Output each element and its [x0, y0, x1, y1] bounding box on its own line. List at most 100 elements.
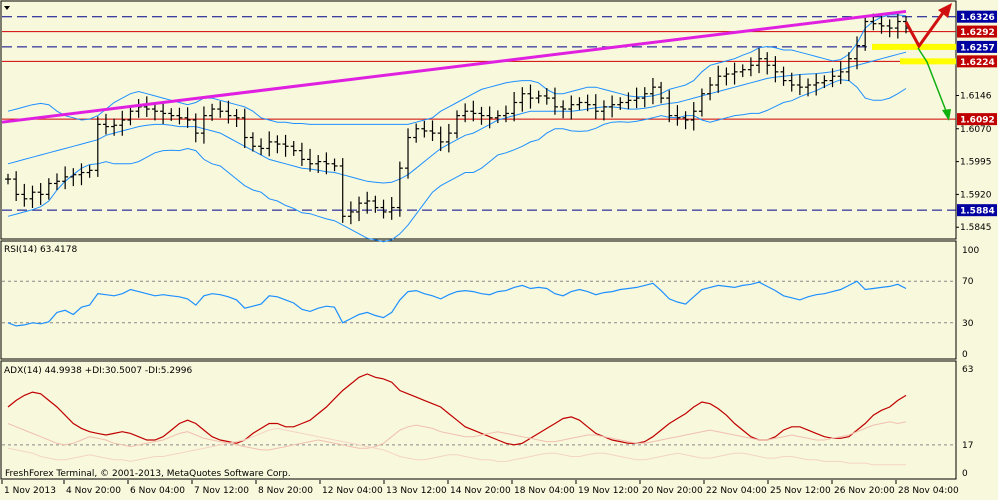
price-bar	[445, 123, 452, 153]
price-bar	[780, 66, 787, 86]
price-bar	[356, 196, 363, 222]
price-bar	[331, 158, 338, 172]
price-bar	[519, 87, 526, 112]
x-tick-label: 14 Nov 20:00	[450, 486, 511, 496]
adx-series-di	[7, 421, 907, 451]
price-bar	[731, 62, 738, 85]
rsi-line	[7, 280, 907, 327]
price-bar	[527, 84, 534, 109]
price-bar	[829, 68, 836, 88]
price-bar	[160, 102, 167, 124]
rsi-tick-label: 0	[962, 350, 968, 360]
price-bar	[282, 134, 289, 157]
price-bar	[535, 90, 542, 104]
price-bar	[168, 108, 175, 121]
price-bar	[396, 161, 403, 217]
x-tick-label: 28 Nov 04:00	[898, 486, 959, 496]
price-bar	[788, 72, 795, 92]
resistance-highlight	[900, 58, 956, 65]
x-tick-label: 19 Nov 12:00	[578, 486, 639, 496]
price-bar	[274, 135, 281, 154]
price-bar	[511, 91, 518, 122]
chevron-down-icon[interactable]	[4, 6, 10, 10]
adx-series-adx	[7, 373, 907, 446]
price-tag-label: 1.6257	[960, 43, 995, 53]
price-bar	[658, 81, 665, 104]
price-bar	[119, 110, 126, 136]
x-tick-label: 6 Nov 04:00	[130, 486, 185, 496]
rsi-tick-label: 70	[962, 277, 974, 287]
price-bar	[5, 173, 11, 185]
price-bar	[739, 64, 746, 78]
price-bar	[62, 166, 69, 190]
price-bar	[111, 118, 118, 136]
price-tag-label: 1.6224	[960, 58, 995, 68]
price-bar	[576, 97, 583, 110]
price-bar	[756, 48, 763, 74]
price-tag-bg	[957, 204, 997, 217]
price-bar	[78, 163, 85, 186]
price-bar	[70, 168, 77, 187]
copyright-text: FreshForex Terminal, © 2001-2013, MetaQu…	[5, 469, 291, 479]
price-bar	[592, 94, 599, 120]
price-bar	[290, 141, 297, 156]
price-bar	[805, 78, 812, 97]
bollinger-lower-line	[7, 79, 907, 243]
price-bar	[437, 126, 444, 152]
price-bar	[13, 171, 20, 201]
price-tag-label: 1.6292	[960, 28, 995, 38]
price-tag-label: 1.5884	[960, 207, 995, 217]
price-bar	[862, 16, 869, 51]
x-tick-label: 22 Nov 04:00	[706, 486, 767, 496]
price-tag-label: 1.6092	[960, 116, 995, 126]
adx-series-di	[7, 427, 906, 466]
x-tick-label: 25 Nov 12:00	[770, 486, 831, 496]
price-bar	[551, 87, 558, 115]
price-bar	[617, 97, 624, 110]
price-bar	[600, 100, 607, 121]
price-bar	[625, 92, 632, 110]
price-bar	[854, 36, 861, 70]
price-bar	[258, 138, 265, 156]
x-tick-label: 18 Nov 04:00	[514, 486, 575, 496]
price-bar	[486, 106, 493, 129]
price-bar	[405, 128, 412, 179]
price-bar	[339, 158, 346, 223]
price-bar	[462, 103, 469, 123]
x-tick-label: 13 Nov 12:00	[386, 486, 447, 496]
price-tag-bg	[957, 55, 997, 68]
price-bar	[666, 90, 673, 123]
x-axis: 1 Nov 2013 4 Nov 20:00 6 Nov 04:00 7 Nov 12…	[1, 480, 959, 496]
price-bar	[478, 106, 485, 125]
adx-tick-label: 0	[962, 469, 968, 479]
price-bar	[102, 113, 109, 135]
price-bar	[649, 77, 656, 105]
price-bar	[723, 67, 730, 86]
price-bar	[45, 178, 52, 200]
price-bar	[298, 142, 305, 166]
y-tick-label: 1.6070	[960, 125, 992, 135]
y-tick-label: 1.6146	[960, 91, 992, 101]
price-bar	[894, 12, 901, 39]
price-bar	[878, 13, 885, 34]
price-bar	[568, 95, 575, 120]
rsi-panel: 100 70 30 0	[2, 246, 979, 360]
price-bar	[209, 103, 216, 121]
price-bar	[698, 88, 705, 117]
price-tag-bg	[957, 10, 997, 23]
price-panel: 1.6146 1.6070 1.5995 1.5920 1.5845 1.6326 1.62…	[1, 3, 997, 243]
forecast-up-arrow	[904, 9, 947, 49]
bollinger-middle-line	[7, 51, 907, 184]
price-bar	[380, 199, 387, 219]
price-bar	[429, 120, 436, 142]
price-bar	[502, 105, 509, 123]
x-tick-label: 20 Nov 20:00	[642, 486, 703, 496]
x-tick-label: 8 Nov 20:00	[258, 486, 313, 496]
y-tick-label: 1.5920	[960, 190, 992, 200]
price-bar	[584, 94, 591, 112]
price-bar	[21, 183, 28, 207]
price-bar	[837, 61, 844, 85]
adx-panel-frame	[0, 360, 957, 480]
rsi-panel-frame	[0, 240, 957, 360]
